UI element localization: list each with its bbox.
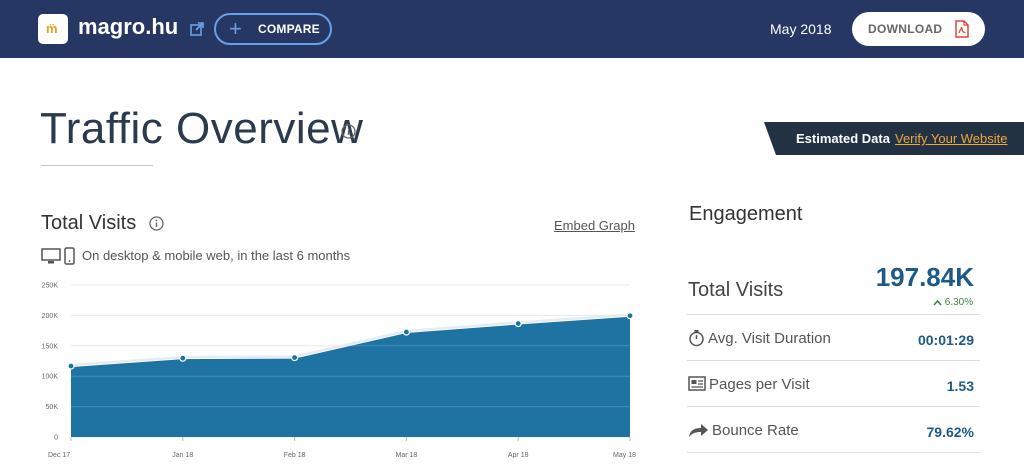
logo-text: m̈ xyxy=(46,21,58,36)
site-logo[interactable]: m̈ xyxy=(38,14,68,44)
total-visits-change-value: 6.30% xyxy=(944,297,974,308)
y-tick-label: 0 xyxy=(54,435,58,442)
info-icon[interactable] xyxy=(149,216,164,231)
site-name[interactable]: magro.hu xyxy=(78,14,179,39)
engagement-total-visits-value: 197.84K xyxy=(875,262,974,292)
engagement-divider xyxy=(687,452,980,453)
plus-icon: + xyxy=(229,16,242,41)
y-tick-label: 50K xyxy=(46,404,59,411)
x-tick-label: Dec 17 xyxy=(48,452,70,459)
title-divider xyxy=(41,165,153,166)
total-visits-change: 6.30% xyxy=(933,297,973,308)
avg-visit-duration-value: 00:01:29 xyxy=(917,332,974,348)
info-icon[interactable] xyxy=(341,124,356,139)
bounce-rate-label: Bounce Rate xyxy=(712,422,799,439)
data-point xyxy=(292,355,297,360)
visits-area xyxy=(71,316,630,437)
estimated-data-banner: Estimated Data Verify Your Website xyxy=(764,122,1024,155)
top-bar: m̈ magro.hu + COMPARE May 2018 DOWNLOAD xyxy=(0,0,1024,58)
pdf-icon xyxy=(955,20,969,38)
y-tick-label: 200K xyxy=(42,313,59,320)
data-point xyxy=(404,329,409,335)
y-tick-label: 150K xyxy=(42,343,59,350)
visits-line xyxy=(70,313,631,367)
data-point xyxy=(68,363,74,369)
date-selector[interactable]: May 2018 xyxy=(770,21,832,37)
stopwatch-icon xyxy=(689,330,704,347)
x-tick-label: May 18 xyxy=(613,452,636,459)
x-tick-label: Feb 18 xyxy=(284,452,306,459)
avg-visit-duration-label: Avg. Visit Duration xyxy=(708,330,831,347)
pages-icon xyxy=(688,376,706,391)
embed-graph-link[interactable]: Embed Graph xyxy=(554,218,635,233)
page-title: Traffic Overview xyxy=(40,104,364,153)
engagement-divider xyxy=(687,360,980,361)
devices-description: On desktop & mobile web, in the last 6 m… xyxy=(82,248,351,263)
bounce-arrow-icon xyxy=(689,424,708,437)
x-tick-label: Apr 18 xyxy=(508,452,529,459)
data-point xyxy=(627,313,633,319)
chevron-up-icon xyxy=(933,299,942,306)
data-point xyxy=(515,321,521,326)
engagement-total-visits-label: Total Visits xyxy=(688,279,784,301)
pages-per-visit-label: Pages per Visit xyxy=(709,376,810,393)
x-tick-label: Mar 18 xyxy=(396,452,418,459)
pages-per-visit-value: 1.53 xyxy=(946,378,974,394)
external-link-icon[interactable] xyxy=(190,22,204,36)
engagement-divider xyxy=(687,406,980,407)
desktop-mobile-icon xyxy=(41,247,75,265)
x-tick-label: Jan 18 xyxy=(172,452,193,459)
total-visits-heading: Total Visits xyxy=(41,212,137,234)
engagement-heading: Engagement xyxy=(689,203,803,225)
compare-button-label: COMPARE xyxy=(258,22,320,36)
download-button-label: DOWNLOAD xyxy=(868,22,943,36)
y-tick-label: 100K xyxy=(42,374,59,381)
bounce-rate-value: 79.62% xyxy=(926,424,974,440)
compare-button[interactable]: + COMPARE xyxy=(214,13,332,45)
estimated-data-label: Estimated Data xyxy=(796,131,890,146)
engagement-divider xyxy=(687,314,980,315)
data-point xyxy=(180,355,186,361)
total-visits-chart: 0 50K 100K 150K 200K 250K Dec 17 Jan 18 Feb 18 Ma… xyxy=(42,283,636,460)
y-tick-label: 250K xyxy=(42,283,59,290)
download-button[interactable]: DOWNLOAD xyxy=(852,12,985,46)
verify-website-link[interactable]: Verify Your Website xyxy=(895,131,1008,146)
